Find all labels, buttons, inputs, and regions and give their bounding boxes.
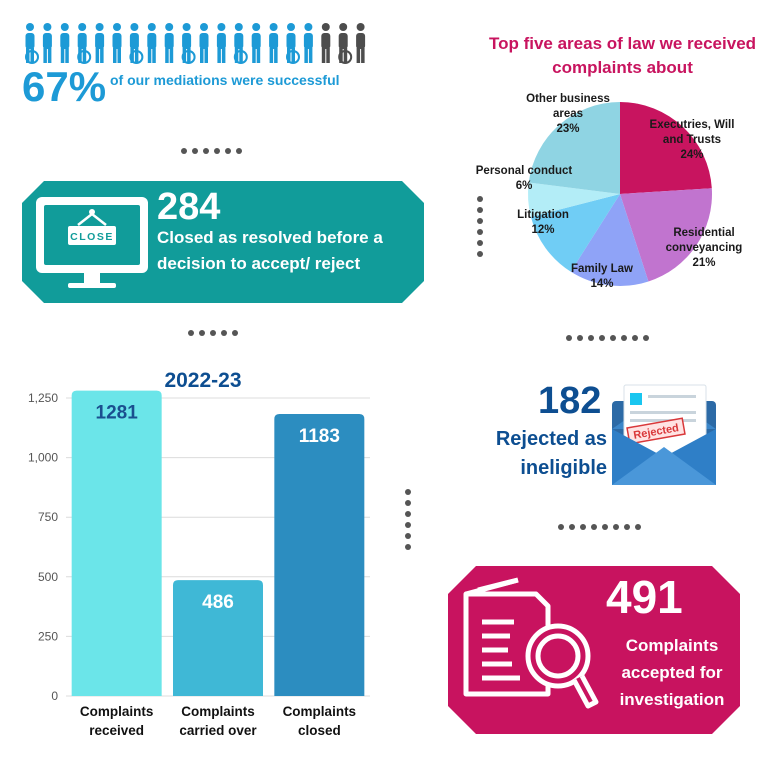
bar [71,390,162,696]
dots-separator-4 [565,334,655,342]
pie-slice-label: conveyancing [666,242,743,254]
pie-value-label: 12% [531,224,554,236]
x-category-label: Complaints [80,704,154,719]
person-icon [112,23,122,63]
accepted-number: 491 [606,571,683,623]
pie-slice [620,188,712,282]
pie-value-label: 23% [556,123,579,135]
person-icon [60,23,70,63]
person-icon [129,23,144,64]
mediation-percent: 67% [22,63,107,110]
dots-separator-1 [180,147,246,155]
pie-slice [528,102,620,194]
x-category-label: carried over [179,723,257,738]
pie-value-label: 24% [680,149,703,161]
bar-value-label: 1183 [299,426,340,447]
person-icon [181,23,196,64]
dots-separator-2 [476,195,484,261]
pie-value-label: 6% [516,180,533,192]
accepted-banner [448,566,740,734]
person-icon [199,23,209,63]
pie-slice [570,194,649,286]
pie-title: Top five areas of law we received compla… [488,34,757,77]
person-icon [251,23,261,63]
pie-slice-label: Other business [526,93,610,105]
x-category-label: closed [298,723,341,738]
closed-banner: CLOSE [22,181,424,303]
person-icon [25,23,39,64]
bar [274,413,365,696]
pie-value-label: 14% [590,278,613,290]
pie-slice [620,102,712,194]
people-icons-row [25,23,366,64]
pie-slice [528,182,620,217]
y-tick-label: 0 [51,689,58,703]
person-icon [42,23,52,63]
closed-number: 284 [157,186,221,228]
dots-separator-3 [187,329,243,337]
close-sign-text: CLOSE [70,231,114,243]
rejected-text: Rejected as ineligible [495,428,607,479]
person-icon [321,23,331,63]
person-icon [147,23,157,63]
pie-value-label: 21% [692,257,715,269]
person-icon [233,23,248,64]
accepted-text: Complaints accepted for investigation [619,636,725,709]
person-icon [303,23,313,63]
pie-slice-label: areas [553,108,583,120]
pie-slice-label: Family Law [571,263,633,275]
x-category-label: Complaints [181,704,255,719]
y-tick-label: 1,250 [28,391,58,405]
rejected-number: 182 [538,380,602,422]
pie-slice-label: Residential [673,227,734,239]
person-icon [286,23,300,64]
y-tick-label: 750 [38,510,58,524]
person-icon [338,23,353,64]
monitor-close-icon: CLOSE [36,197,148,288]
bar-chart: 2022-23 0 250 500 750 1,000 1,250 1281 Complaint… [28,369,370,738]
pie-chart: Executries, Will and Trusts 24% Residential… [476,93,743,290]
mediation-text: of our mediations were successful [110,72,340,88]
pie-slice-label: and Trusts [663,134,721,146]
closed-text: Closed as resolved before a decision to … [157,228,383,273]
pie-slice-label: Executries, Will [650,119,735,131]
rejected-envelope-icon: Rejected [612,384,716,485]
x-category-label: received [89,723,144,738]
bar-value-label: 486 [202,592,234,613]
person-icon [95,23,105,63]
person-icon [269,23,279,63]
person-icon [356,23,366,63]
x-category-label: Complaints [283,704,357,719]
pie-slice-label: Litigation [517,209,569,221]
bar-chart-title: 2022-23 [164,369,241,392]
dots-separator-6 [557,523,647,531]
y-tick-label: 250 [38,629,58,643]
magnifier-document-icon [463,577,599,709]
bar [173,580,263,696]
person-icon [216,23,226,63]
dots-separator-5 [404,488,412,554]
bar-value-label: 1281 [96,403,139,424]
pie-slice-label: Personal conduct [476,165,573,177]
person-icon [77,23,92,64]
y-tick-label: 1,000 [28,451,58,465]
pie-slice [530,194,620,272]
y-tick-label: 500 [38,570,58,584]
person-icon [164,23,174,63]
